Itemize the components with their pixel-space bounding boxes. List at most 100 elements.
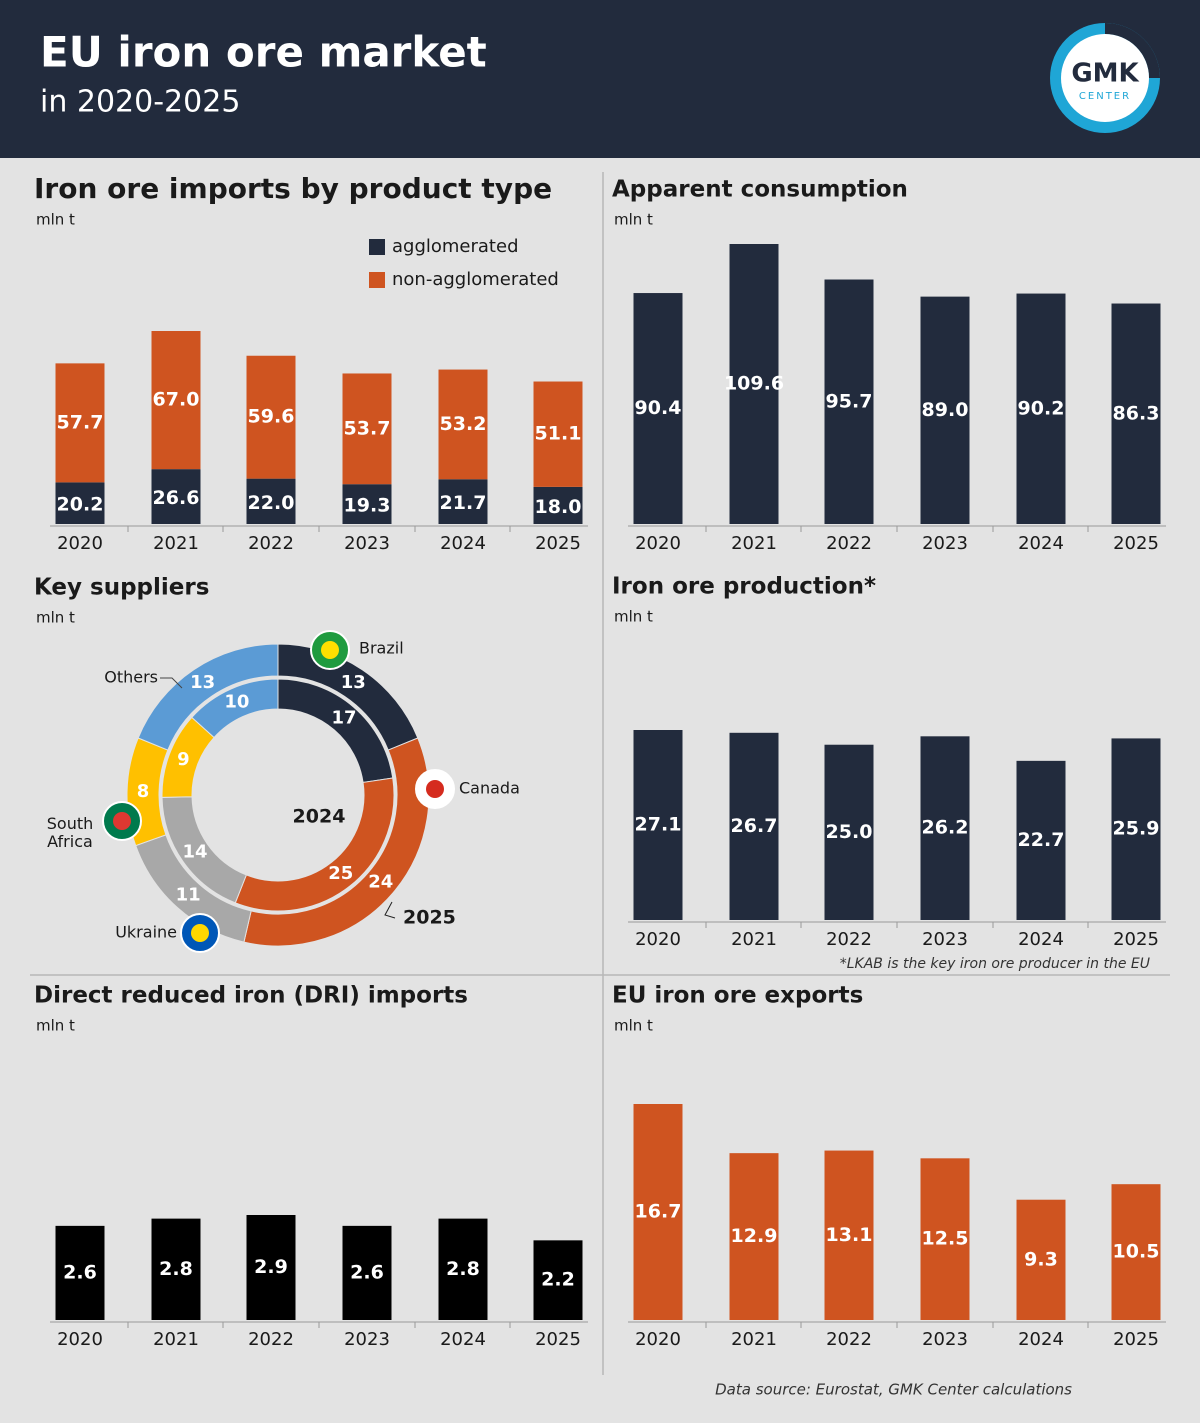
- chart-title: Apparent consumption: [612, 177, 908, 203]
- page-subtitle: in 2020-2025: [40, 85, 240, 120]
- value-label: 25.0: [826, 821, 873, 843]
- donut-segment: [243, 737, 430, 947]
- bar-segment: [151, 469, 201, 524]
- bar-segment: [342, 484, 392, 524]
- legend-swatch: [369, 239, 385, 255]
- bar: [1111, 303, 1161, 524]
- value-label: 24: [368, 872, 393, 893]
- chart-title: Key suppliers: [34, 575, 209, 601]
- logo-text: GMK: [1071, 59, 1139, 89]
- leader: [384, 901, 396, 919]
- x-tick-label: 2022: [826, 929, 872, 950]
- x-tick-label: 2025: [535, 533, 581, 554]
- value-label: 26.7: [731, 815, 778, 837]
- x-tick-label: 2021: [153, 1329, 199, 1350]
- bar-segment: [246, 478, 296, 524]
- unit-label: mln t: [36, 211, 75, 229]
- value-label: 19.3: [344, 495, 391, 517]
- x-tick-label: 2022: [826, 1329, 872, 1350]
- page-title: EU iron ore market: [40, 28, 487, 77]
- flag-detail: [113, 812, 131, 830]
- x-tick-label: 2021: [731, 533, 777, 554]
- bar: [633, 293, 683, 524]
- bar: [729, 244, 779, 524]
- bar: [246, 1215, 296, 1320]
- header-band: [0, 0, 1200, 158]
- flag-detail: [426, 780, 444, 798]
- value-label: 14: [183, 842, 208, 863]
- bar-segment: [438, 479, 488, 524]
- footnote: *LKAB is the key iron ore producer in th…: [840, 956, 1150, 972]
- value-label: 89.0: [922, 399, 969, 421]
- x-tick-label: 2025: [535, 1329, 581, 1350]
- x-tick-label: 2022: [826, 533, 872, 554]
- value-label: 51.1: [535, 423, 582, 445]
- supplier-label: Ukraine: [115, 923, 177, 942]
- value-label: 21.7: [440, 492, 487, 514]
- value-label: 109.6: [724, 373, 784, 395]
- value-label: 13: [190, 672, 215, 693]
- bar: [1016, 293, 1066, 524]
- x-tick-label: 2020: [57, 1329, 103, 1350]
- value-label: 2.6: [350, 1261, 384, 1283]
- value-label: 20.2: [57, 494, 104, 516]
- bar-segment: [55, 482, 105, 524]
- x-tick-label: 2023: [922, 1329, 968, 1350]
- value-label: 10.5: [1113, 1241, 1160, 1263]
- supplier-label: Brazil: [359, 639, 404, 658]
- value-label: 11: [176, 885, 201, 906]
- donut-segment: [191, 678, 279, 739]
- logo-arc: [1105, 23, 1160, 78]
- chart-title: Direct reduced iron (DRI) imports: [34, 983, 468, 1009]
- value-label: 9: [177, 749, 190, 770]
- bar: [920, 296, 970, 524]
- value-label: 2.8: [446, 1258, 480, 1280]
- bar-segment: [55, 363, 105, 483]
- value-label: 26.2: [922, 817, 969, 839]
- value-label: 90.2: [1018, 397, 1065, 419]
- bar: [1016, 760, 1066, 920]
- x-tick-label: 2024: [440, 533, 486, 554]
- bar-segment: [438, 369, 488, 480]
- x-tick-label: 2023: [922, 929, 968, 950]
- value-label: 26.6: [153, 487, 200, 509]
- x-tick-label: 2022: [248, 1329, 294, 1350]
- legend-label: non-agglomerated: [392, 269, 559, 290]
- value-label: 9.3: [1024, 1248, 1058, 1270]
- unit-label: mln t: [36, 1017, 75, 1035]
- bar-segment: [533, 486, 583, 524]
- value-label: 13: [341, 672, 366, 693]
- value-label: 8: [137, 781, 150, 802]
- value-label: 2.6: [63, 1261, 97, 1283]
- x-tick-label: 2023: [344, 533, 390, 554]
- value-label: 18.0: [535, 496, 582, 518]
- value-label: 67.0: [153, 389, 200, 411]
- x-tick-label: 2021: [731, 929, 777, 950]
- unit-label: mln t: [36, 609, 75, 627]
- bar-segment: [342, 373, 392, 485]
- value-label: 12.9: [731, 1225, 778, 1247]
- bar: [533, 1240, 583, 1320]
- supplier-label: South Africa: [46, 814, 94, 851]
- bar: [1111, 1184, 1161, 1320]
- x-tick-label: 2021: [731, 1329, 777, 1350]
- x-tick-label: 2025: [1113, 929, 1159, 950]
- x-tick-label: 2020: [635, 929, 681, 950]
- unit-label: mln t: [614, 1017, 653, 1035]
- supplier-label: Others: [104, 668, 158, 687]
- x-tick-label: 2021: [153, 533, 199, 554]
- bar: [729, 1153, 779, 1320]
- bar: [342, 1225, 392, 1320]
- value-label: 2.8: [159, 1258, 193, 1280]
- chart-title: Iron ore production*: [612, 574, 876, 600]
- leader: [160, 677, 183, 689]
- legend-label: agglomerated: [392, 236, 519, 257]
- value-label: 12.5: [922, 1228, 969, 1250]
- bar: [824, 744, 874, 920]
- x-tick-label: 2020: [635, 533, 681, 554]
- x-tick-label: 2020: [635, 1329, 681, 1350]
- value-label: 22.7: [1018, 829, 1065, 851]
- bar: [633, 730, 683, 920]
